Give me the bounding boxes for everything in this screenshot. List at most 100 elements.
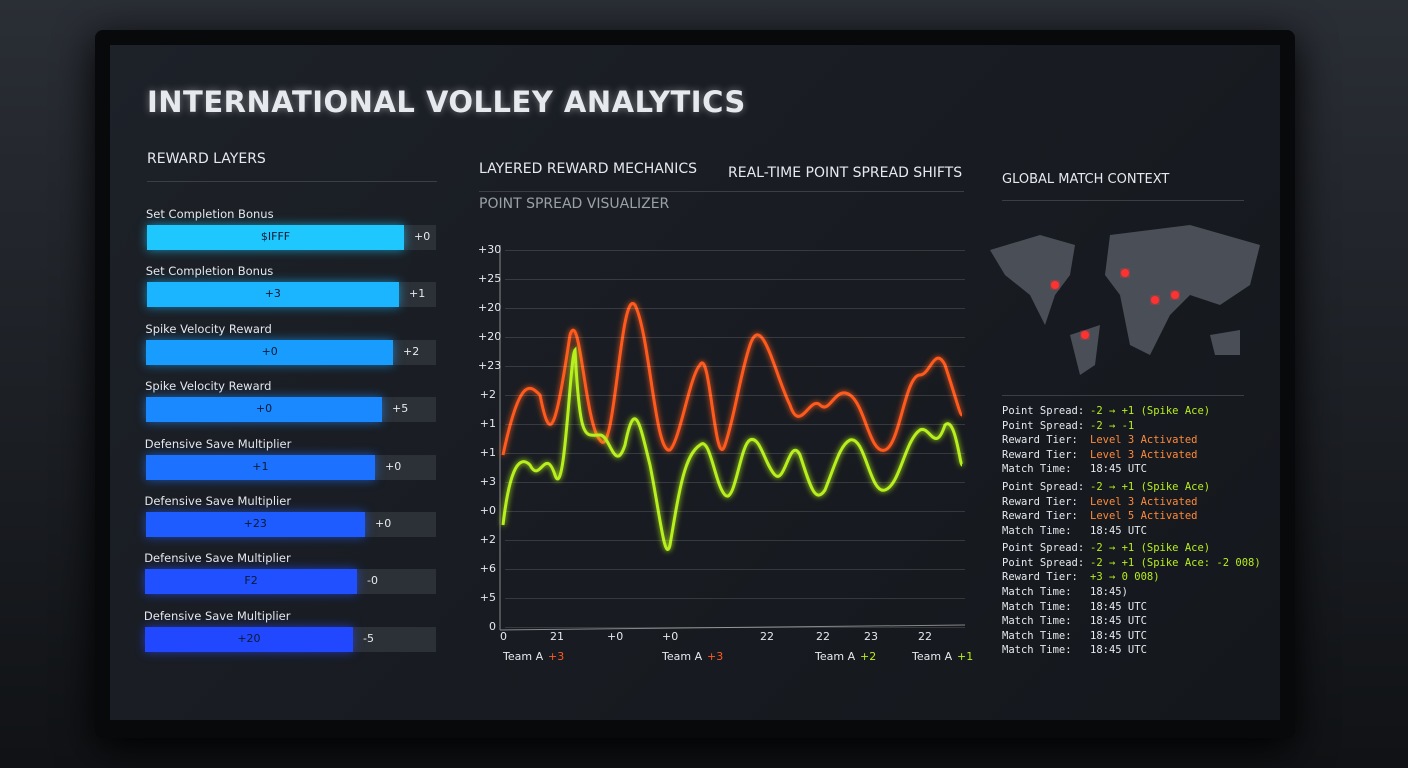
reward-bar-text: +23: [243, 517, 267, 530]
log-value: 18:45 UTC: [1090, 524, 1147, 537]
grid-line: [505, 598, 965, 599]
reward-bar-text: +1: [252, 459, 269, 473]
log-key: Reward Tier:: [1002, 510, 1078, 523]
grid-line: [505, 308, 965, 309]
log-key: Reward Tier:: [1002, 495, 1078, 508]
reward-bar: [144, 626, 353, 652]
reward-bar-text: +3: [264, 287, 281, 301]
log-key: Reward Tier:: [1002, 571, 1078, 584]
panel-title: GLOBAL MATCH CONTEXT: [1002, 172, 1170, 187]
reward-delta: +5: [392, 402, 409, 416]
grid-line: [505, 337, 965, 338]
reward-bar-text: $IFFF: [260, 230, 291, 243]
spread-line-orange: [501, 301, 964, 456]
grid-line: [505, 540, 965, 541]
y-tick-label: +20: [478, 301, 502, 314]
log-value: 18:45 UTC: [1090, 644, 1147, 657]
x-tick-label: 22: [760, 630, 774, 643]
panel-title: REWARD LAYERS: [147, 151, 266, 167]
reward-delta: -5: [363, 631, 374, 645]
reward-bar: [146, 282, 399, 308]
log-key: Match Time:: [1002, 615, 1072, 628]
log-key: Reward Tier:: [1002, 434, 1078, 447]
reward-delta: +2: [403, 344, 420, 358]
reward-bar: [146, 339, 393, 365]
reward-bar-text: +20: [237, 631, 261, 645]
reward-label: Defensive Save Multiplier: [144, 436, 292, 451]
divider: [1002, 395, 1244, 396]
grid-line: [505, 627, 965, 628]
x-tick-label: +0: [607, 630, 624, 643]
reward-delta: +0: [414, 230, 431, 243]
team-score: +3: [548, 650, 565, 663]
x-tick-label: +0: [662, 630, 679, 643]
log-value: Level 3 Activated: [1090, 448, 1198, 461]
reward-bar: [146, 397, 382, 423]
x-tick-label: 21: [550, 630, 564, 643]
grid-line: [505, 395, 965, 396]
y-tick-label: +3: [479, 475, 496, 488]
log-value: -2 → -1: [1090, 419, 1135, 432]
reward-bar: [145, 512, 365, 537]
reward-label: Set Completion Bonus: [145, 264, 274, 279]
tab[interactable]: REAL-TIME POINT SPREAD SHIFTS: [728, 165, 963, 181]
dashboard-title: INTERNATIONAL VOLLEY ANALYTICS: [147, 85, 746, 119]
dashboard-screen: INTERNATIONAL VOLLEY ANALYTICS REWARD LA…: [110, 45, 1280, 720]
y-tick-label: 0: [489, 620, 496, 633]
team-score: +2: [860, 650, 877, 663]
team-score: +1: [957, 650, 974, 663]
y-tick-label: +23: [478, 359, 502, 372]
reward-bar-text: +0: [255, 402, 273, 416]
x-tick-label: 22: [816, 630, 830, 643]
y-tick-label: +25: [478, 272, 502, 285]
tab[interactable]: LAYERED REWARD MECHANICS: [479, 161, 698, 177]
log-key: Match Time:: [1002, 629, 1072, 642]
y-tick-label: +2: [479, 388, 496, 401]
log-value: Level 3 Activated: [1090, 495, 1198, 508]
x-tick-label: 0: [500, 630, 507, 643]
reward-delta: +1: [409, 287, 426, 301]
grid-line: [505, 453, 965, 454]
team-name: Team A: [662, 650, 703, 663]
reward-label: Defensive Save Multiplier: [144, 494, 292, 508]
log-value: 18:45 UTC: [1090, 615, 1147, 628]
log-value: -2 → +1 (Spike Ace): [1090, 405, 1211, 417]
log-value: -2 → +1 (Spike Ace: -2 008): [1090, 556, 1261, 569]
log-value: Level 3 Activated: [1090, 434, 1198, 447]
grid-line: [505, 511, 965, 512]
log-key: Match Time:: [1002, 463, 1072, 476]
log-value: 18:45 UTC: [1090, 629, 1147, 642]
divider: [479, 191, 964, 192]
reward-bar: [145, 454, 375, 480]
reward-bar: [147, 225, 404, 250]
log-key: Point Spread:: [1002, 480, 1085, 493]
reward-delta: +0: [385, 459, 402, 473]
divider: [1002, 200, 1244, 201]
reward-delta: -0: [367, 574, 378, 588]
divider: [147, 181, 437, 182]
y-tick-label: +2: [479, 533, 496, 546]
spread-chart: [499, 225, 1260, 631]
chart-subtitle: POINT SPREAD VISUALIZER: [479, 196, 670, 212]
reward-bar: [145, 569, 357, 595]
reward-label: Spike Velocity Reward: [145, 379, 272, 394]
log-key: Match Time:: [1002, 600, 1072, 613]
log-key: Match Time:: [1002, 644, 1072, 657]
log-value: 18:45 UTC: [1090, 463, 1147, 476]
y-tick-label: +30: [478, 243, 502, 256]
log-value: Level 5 Activated: [1090, 510, 1198, 523]
log-value: 18:45 UTC: [1090, 600, 1147, 613]
reward-bar-text: F2: [244, 574, 258, 588]
log-key: Reward Tier:: [1002, 448, 1078, 461]
team-name: Team A: [815, 650, 856, 663]
log-value: -2 → +1 (Spike Ace): [1090, 480, 1211, 493]
grid-line: [505, 482, 965, 483]
team-name: Team A: [912, 650, 953, 663]
team-name: Team A: [503, 650, 544, 663]
spread-line-green: [501, 346, 964, 551]
log-key: Point Spread:: [1002, 556, 1085, 569]
log-key: Point Spread:: [1002, 405, 1085, 417]
log-value: -2 → +1 (Spike Ace): [1090, 542, 1211, 555]
reward-label: Spike Velocity Reward: [145, 321, 272, 336]
reward-label: Defensive Save Multiplier: [143, 608, 291, 623]
